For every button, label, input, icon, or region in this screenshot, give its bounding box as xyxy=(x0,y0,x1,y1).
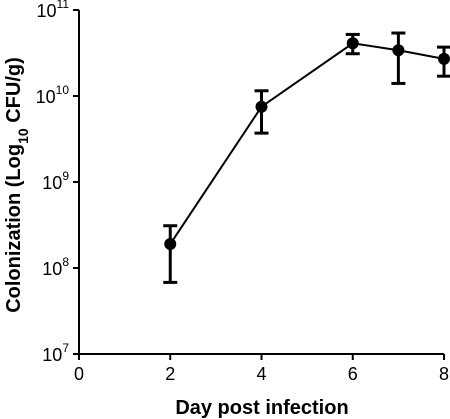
y-axis-title: Colonization (Log10 CFU/g) xyxy=(3,57,31,313)
y-tick-label: 109 xyxy=(42,169,69,193)
y-tick-label: 1011 xyxy=(37,0,70,21)
y-tick-label: 1010 xyxy=(36,83,70,107)
data-point xyxy=(392,44,405,57)
y-tick-label-base: 10 xyxy=(36,87,56,107)
x-tick-label: 8 xyxy=(439,364,449,384)
series-line xyxy=(169,42,445,245)
y-tick-label-exponent: 9 xyxy=(62,169,69,183)
y-tick-label-base: 10 xyxy=(42,345,62,365)
y-tick-label: 108 xyxy=(42,255,69,279)
y-tick-label-exponent: 8 xyxy=(62,255,69,269)
y-axis-title-subscript: 10 xyxy=(15,128,31,144)
data-point xyxy=(438,52,450,65)
y-tick-label-base: 10 xyxy=(37,1,57,21)
data-series xyxy=(163,31,450,284)
x-axis-title: Day post infection xyxy=(175,397,348,419)
y-tick-label: 107 xyxy=(42,341,69,365)
axes xyxy=(73,9,445,360)
y-tick-label-base: 10 xyxy=(42,173,62,193)
y-tick-label-exponent: 10 xyxy=(56,83,70,97)
data-point xyxy=(346,37,359,50)
y-axis-title-suffix: CFU/g) xyxy=(3,57,25,128)
x-tick-label: 2 xyxy=(165,364,175,384)
x-tick-label: 6 xyxy=(348,364,358,384)
x-tick-label: 0 xyxy=(74,364,84,384)
y-tick-label-exponent: 7 xyxy=(62,341,69,355)
y-tick-label-exponent: 11 xyxy=(57,0,70,11)
data-point xyxy=(164,238,177,251)
data-point xyxy=(255,100,268,113)
x-tick-label: 4 xyxy=(256,364,266,384)
y-tick-label-base: 10 xyxy=(42,259,62,279)
y-axis-title-prefix: Colonization (Log xyxy=(3,144,25,313)
